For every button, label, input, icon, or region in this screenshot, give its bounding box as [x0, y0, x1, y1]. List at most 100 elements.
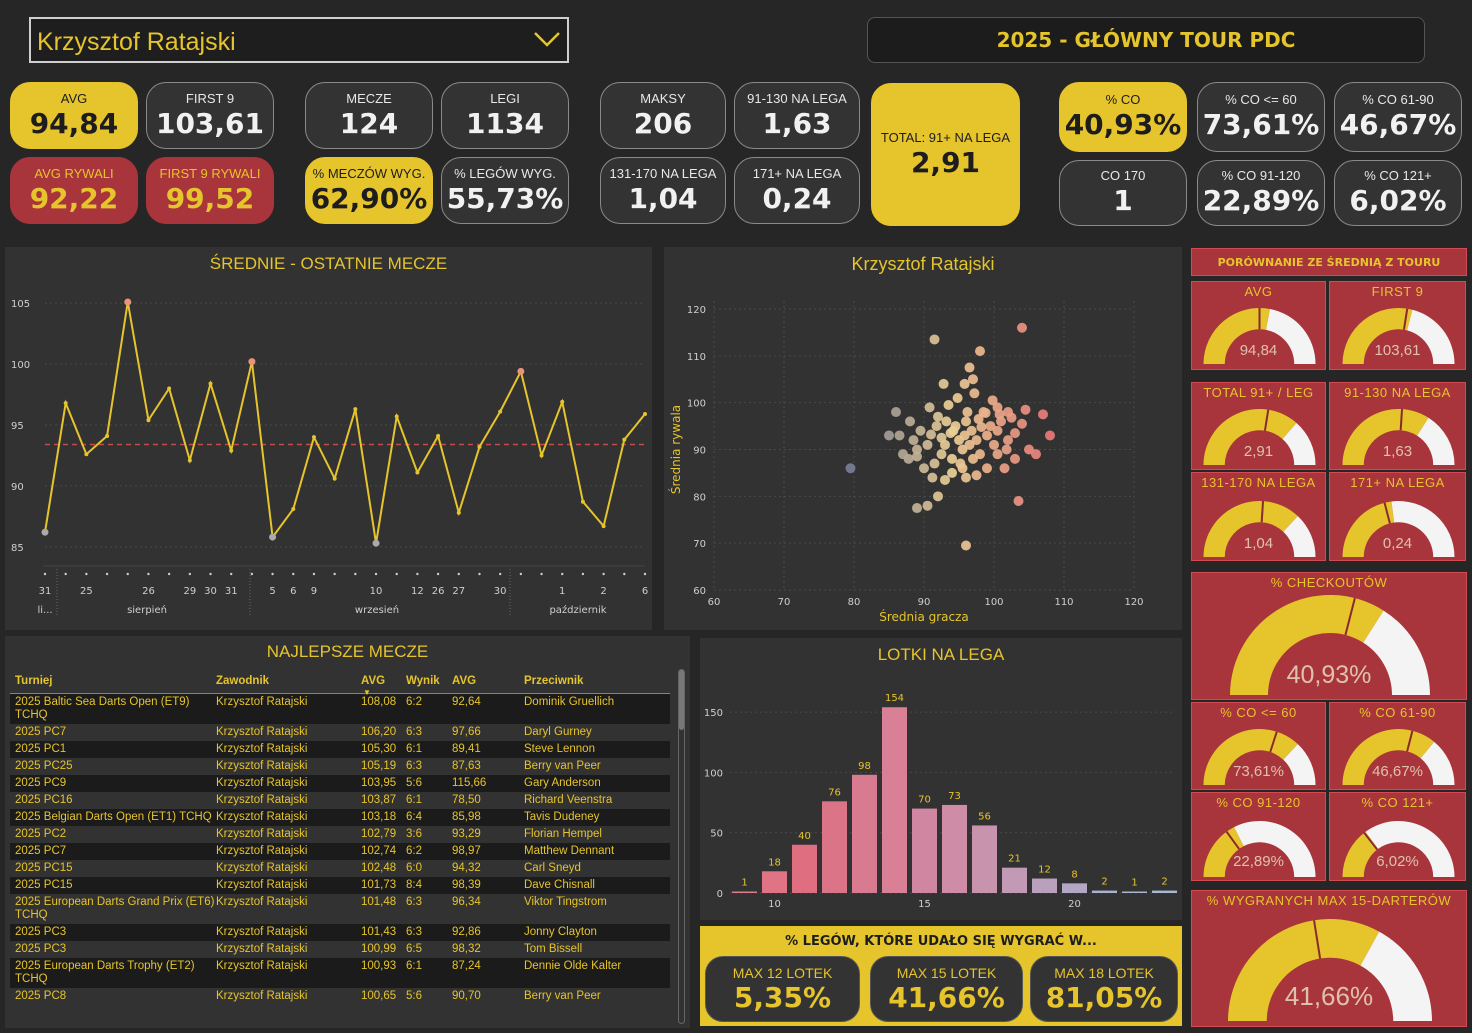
table-cell: 103,87: [361, 794, 397, 806]
table-row[interactable]: 2025 Belgian Darts Open (ET1) TCHQ Krzysz…: [10, 809, 670, 826]
gauge-segment: [1283, 744, 1316, 785]
table-cell: Krzysztof Ratajski: [216, 960, 308, 972]
col-avg[interactable]: AVG ▼: [361, 674, 386, 697]
table-scrollbar[interactable]: [678, 669, 685, 1024]
gauge-arc: [1228, 919, 1432, 1021]
col-wynik[interactable]: Wynik: [406, 674, 440, 687]
bar: [972, 825, 997, 893]
table-cell: 6:3: [406, 896, 422, 908]
gauge-segment: [1283, 516, 1316, 557]
col-zawodnik[interactable]: Zawodnik: [216, 674, 270, 687]
table-row[interactable]: 2025 European Darts Trophy (ET2) TCHQ Krz…: [10, 958, 670, 988]
scatter-ytick: 110: [687, 352, 706, 363]
table-row[interactable]: 2025 PC8 Krzysztof Ratajski 100,65 5:6 90,70…: [10, 988, 670, 1005]
line-point: [146, 418, 151, 423]
scatter-point: [1010, 453, 1020, 464]
line-point: [353, 407, 358, 412]
table-cell: 2025 PC3: [15, 926, 67, 938]
bar-label: 40: [798, 831, 811, 842]
gauge-card: 91-130 NA LEGA 1,63: [1329, 382, 1466, 470]
gauge-segment: [1203, 501, 1298, 557]
page-title: 2025 - GŁÓWNY TOUR PDC: [867, 17, 1425, 63]
scatter-point: [959, 378, 970, 389]
scatter-point: [1017, 418, 1027, 429]
table-cell: 2025 PC15: [15, 879, 73, 891]
table-row[interactable]: 2025 Baltic Sea Darts Open (ET9) TCHQ Krz…: [10, 694, 670, 724]
line-point: [291, 507, 296, 512]
line-axis-dot: [292, 572, 295, 576]
table-row[interactable]: 2025 PC3 Krzysztof Ratajski 101,43 6:3 92,86…: [10, 924, 670, 941]
player-dropdown-value: Krzysztof Ratajski: [37, 28, 236, 56]
table-cell: 2025 Baltic Sea Darts Open (ET9) TCHQ: [15, 696, 190, 721]
table-cell: Dominik Gruellich: [524, 696, 615, 708]
gauge-value: 103,61: [1374, 342, 1421, 359]
gauge-arc: [1342, 501, 1455, 557]
scatter-point: [961, 416, 971, 427]
table-cell: 2025 PC8: [15, 990, 67, 1002]
table-row[interactable]: 2025 PC9 Krzysztof Ratajski 103,95 5:6 115,6…: [10, 775, 670, 792]
table-cell: 98,32: [452, 943, 481, 955]
gauge-label: % CO 121+: [1361, 795, 1434, 810]
line-day-label: 9: [311, 586, 317, 597]
line-month-label: październik: [549, 604, 606, 616]
line-axis-dot: [519, 572, 523, 576]
bar-label: 98: [858, 761, 871, 772]
table-row[interactable]: 2025 PC3 Krzysztof Ratajski 100,99 6:5 98,32…: [10, 941, 670, 958]
scatter-point: [1045, 430, 1055, 441]
gauge-value: 0,24: [1382, 535, 1413, 552]
line-month-label: sierpień: [127, 604, 167, 616]
player-dropdown[interactable]: Krzysztof Ratajski: [29, 17, 569, 63]
col-avg-opp[interactable]: AVG: [452, 674, 477, 687]
gauge-segment: [1282, 422, 1316, 465]
scatter-xlabel: Średnia gracza: [879, 609, 969, 624]
table-cell: Berry van Peer: [524, 760, 601, 772]
gauge-card: % CO 61-90 46,67%: [1329, 702, 1466, 790]
gauge-target-marker: [1260, 501, 1265, 523]
table-row[interactable]: 2025 PC7 Krzysztof Ratajski 102,74 6:2 98,97…: [10, 843, 670, 860]
gauge-arc: [1203, 501, 1316, 557]
col-przeciwnik[interactable]: Przeciwnik: [524, 674, 584, 687]
line-day-label: 25: [80, 586, 93, 597]
scatter-ytick: 80: [693, 492, 706, 503]
bar: [792, 844, 817, 893]
table-row[interactable]: 2025 European Darts Grand Prix (ET6) TCH…: [10, 894, 670, 924]
scatter-point: [999, 463, 1010, 474]
gauge-segment: [1228, 919, 1380, 1021]
kpi-pct-meczow: % MECZÓW WYG. 62,90%: [305, 157, 433, 224]
table-row[interactable]: 2025 PC15 Krzysztof Ratajski 102,48 6:0 94,3…: [10, 860, 670, 877]
scatter-point: [947, 467, 957, 478]
bar-chart-panel: LOTKI NA LEGA 0 50 100 150 1 18 40 76 98 154 70 73 5…: [700, 638, 1182, 920]
line-day-label: 12: [411, 586, 424, 597]
table-row[interactable]: 2025 PC7 Krzysztof Ratajski 106,20 6:3 97,66…: [10, 724, 670, 741]
gauge-target-marker: [1344, 597, 1356, 636]
table-cell: 89,41: [452, 743, 481, 755]
scatter-point: [894, 430, 905, 441]
scatter-point: [964, 362, 975, 373]
scatter-point: [926, 429, 936, 440]
scatter-xtick: 100: [984, 597, 1003, 608]
table-cell: Carl Sneyd: [524, 862, 581, 874]
chevron-down-icon[interactable]: [533, 28, 561, 50]
table-row[interactable]: 2025 PC15 Krzysztof Ratajski 101,73 8:4 98,3…: [10, 877, 670, 894]
col-turniej[interactable]: Turniej: [15, 674, 53, 687]
scatter-chart[interactable]: 60 70 80 90 100 110 120 120 110 100 90 80 70 60 Średni…: [664, 247, 1182, 630]
scatter-ytick: 120: [687, 305, 706, 316]
table-row[interactable]: 2025 PC1 Krzysztof Ratajski 105,30 6:1 89,41…: [10, 741, 670, 758]
gauge-segment: [1266, 308, 1316, 364]
gauge-value: 22,89%: [1233, 853, 1284, 870]
table-row[interactable]: 2025 PC25 Krzysztof Ratajski 105,19 6:3 87,6…: [10, 758, 670, 775]
line-point: [539, 453, 544, 458]
table-row[interactable]: 2025 PC2 Krzysztof Ratajski 102,79 3:6 93,29…: [10, 826, 670, 843]
table-row[interactable]: 2025 PC16 Krzysztof Ratajski 103,87 6:1 78,5…: [10, 792, 670, 809]
table-cell: 103,95: [361, 777, 397, 789]
table-cell: 8:4: [406, 879, 422, 891]
line-axis-dot: [478, 572, 481, 576]
kpi-91-130: 91-130 NA LEGA 1,63: [734, 82, 860, 149]
line-axis-dot: [312, 572, 316, 576]
scatter-point: [971, 435, 982, 446]
bar-xtick: 10: [768, 899, 781, 910]
gauge-target-marker: [1263, 409, 1270, 431]
scatter-point: [940, 474, 950, 485]
